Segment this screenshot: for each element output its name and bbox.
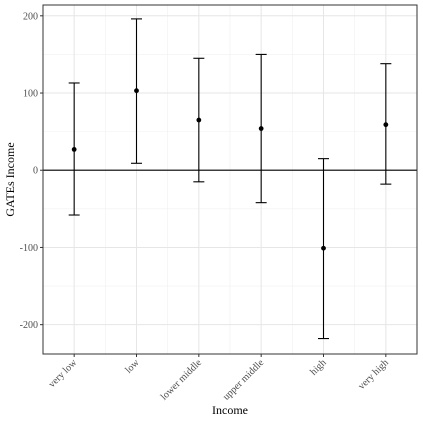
plot-panel-border bbox=[42, 4, 418, 355]
minor-gridlines bbox=[43, 5, 417, 354]
x-tick-label: high bbox=[308, 357, 328, 377]
x-tick-label: low bbox=[123, 357, 142, 376]
x-tick-label: very low bbox=[47, 357, 80, 390]
y-axis-ticks: -200 -100 0 100 200 bbox=[20, 11, 43, 331]
x-axis-ticks: very low low lower middle upper middle high v… bbox=[47, 354, 391, 403]
y-tick-label: -100 bbox=[20, 243, 38, 254]
point-estimates bbox=[71, 88, 389, 251]
point-upper-middle bbox=[258, 126, 264, 131]
y-tick-label: 100 bbox=[23, 89, 38, 100]
x-tick-label: lower middle bbox=[159, 357, 205, 403]
y-axis-title: GATEs Income bbox=[3, 142, 17, 216]
point-very-high bbox=[383, 122, 389, 128]
x-tick-label: upper middle bbox=[221, 357, 267, 403]
y-tick-label: -200 bbox=[20, 320, 38, 331]
point-high bbox=[321, 245, 326, 251]
point-low bbox=[134, 88, 139, 94]
point-lower-middle bbox=[196, 117, 202, 123]
point-very-low bbox=[71, 146, 77, 152]
x-axis-title: Income bbox=[212, 403, 248, 417]
x-tick-label: very high bbox=[356, 357, 391, 392]
y-tick-label: 200 bbox=[23, 11, 38, 22]
y-tick-label: 0 bbox=[33, 166, 38, 177]
